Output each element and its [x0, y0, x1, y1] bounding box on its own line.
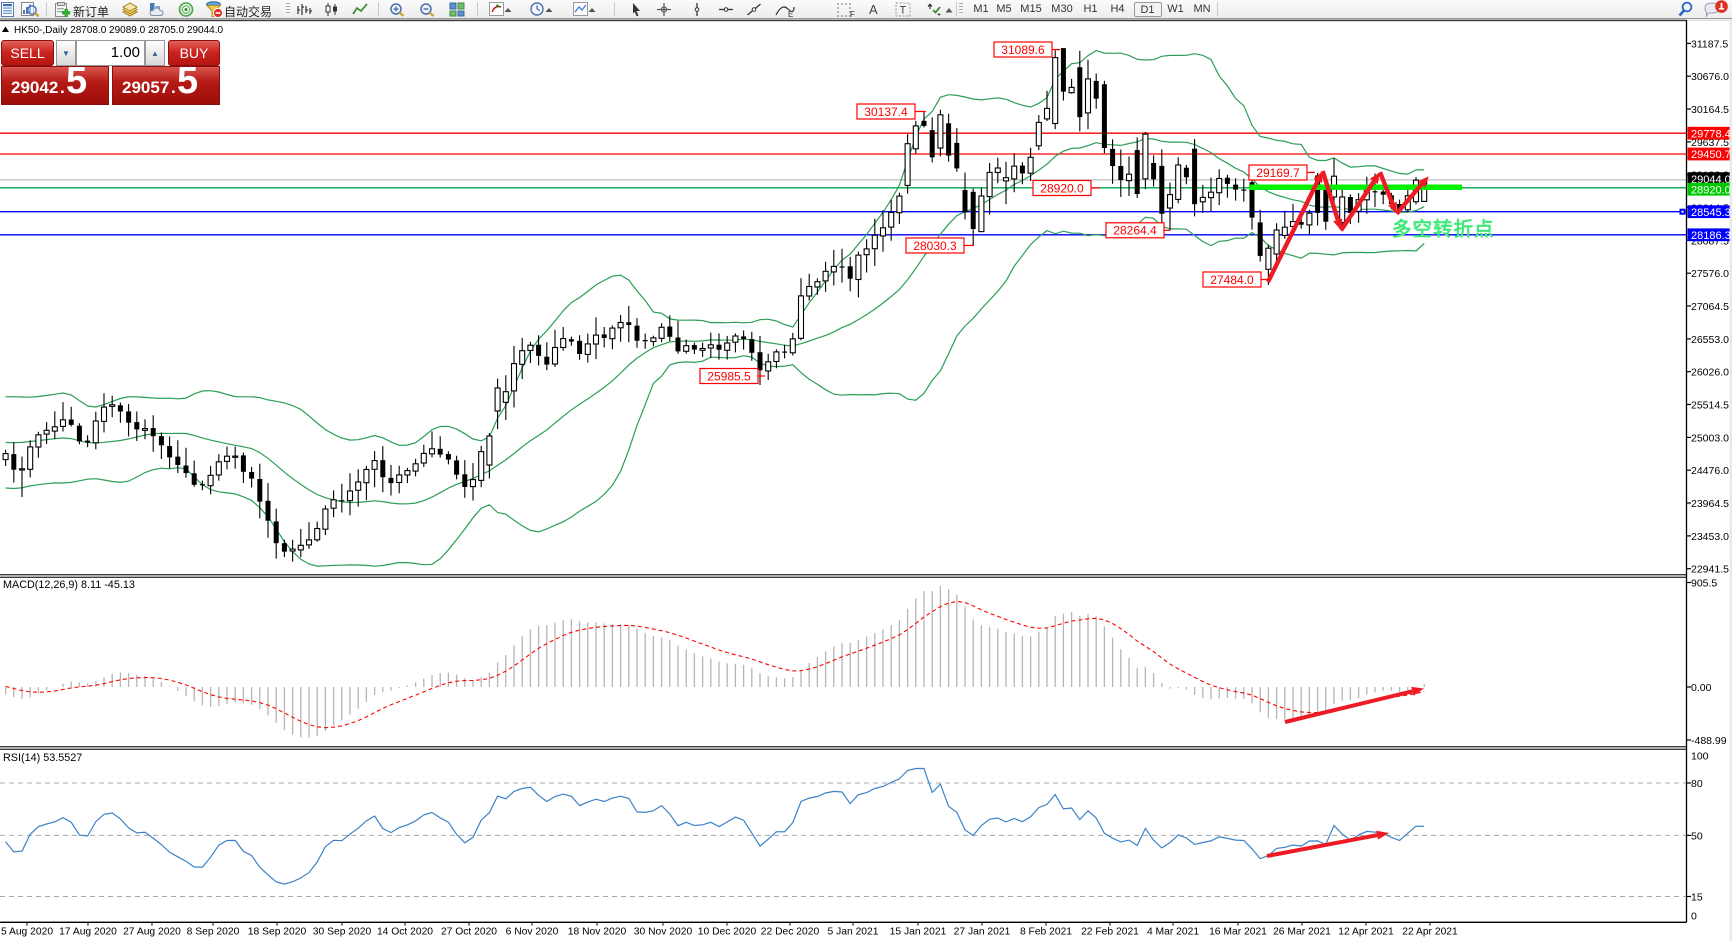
- svg-text:22 Feb 2021: 22 Feb 2021: [1081, 927, 1139, 938]
- svg-text:22941.5: 22941.5: [1691, 564, 1729, 576]
- svg-text:27576.0: 27576.0: [1691, 268, 1729, 280]
- svg-text:26 Mar 2021: 26 Mar 2021: [1273, 927, 1331, 938]
- svg-text:-488.99: -488.99: [1691, 735, 1727, 747]
- svg-text:F: F: [850, 10, 855, 18]
- svg-text:10 Dec 2020: 10 Dec 2020: [698, 927, 757, 938]
- svg-text:T: T: [900, 5, 907, 17]
- svg-text:E: E: [788, 10, 793, 18]
- svg-text:5 Jan 2021: 5 Jan 2021: [828, 927, 879, 938]
- svg-text:26553.0: 26553.0: [1691, 334, 1729, 346]
- svg-text:8 Sep 2020: 8 Sep 2020: [187, 927, 240, 938]
- svg-text:28264.4: 28264.4: [1113, 224, 1157, 238]
- svg-text:30164.5: 30164.5: [1691, 104, 1729, 116]
- svg-text:22 Apr 2021: 22 Apr 2021: [1402, 927, 1458, 938]
- svg-text:5 Aug 2020: 5 Aug 2020: [1, 927, 53, 938]
- svg-text:28920.0: 28920.0: [1691, 184, 1731, 196]
- svg-text:27064.5: 27064.5: [1691, 301, 1729, 313]
- svg-text:25003.0: 25003.0: [1691, 432, 1729, 444]
- svg-text:28545.3: 28545.3: [1691, 207, 1731, 219]
- svg-text:MACD(12,26,9) 8.11 -45.13: MACD(12,26,9) 8.11 -45.13: [3, 579, 135, 591]
- svg-text:100: 100: [1691, 751, 1709, 763]
- svg-text:25985.5: 25985.5: [707, 369, 751, 383]
- svg-text:27 Oct 2020: 27 Oct 2020: [441, 927, 497, 938]
- svg-text:4 Mar 2021: 4 Mar 2021: [1147, 927, 1199, 938]
- svg-text:23453.0: 23453.0: [1691, 531, 1729, 543]
- svg-text:多空转折点: 多空转折点: [1392, 218, 1495, 241]
- svg-text:50: 50: [1691, 830, 1703, 842]
- svg-text:17 Aug 2020: 17 Aug 2020: [59, 927, 117, 938]
- svg-text:16 Mar 2021: 16 Mar 2021: [1209, 927, 1267, 938]
- svg-text:22 Dec 2020: 22 Dec 2020: [761, 927, 820, 938]
- svg-text:27484.0: 27484.0: [1210, 273, 1254, 287]
- svg-text:30 Nov 2020: 30 Nov 2020: [634, 927, 693, 938]
- svg-text:30 Sep 2020: 30 Sep 2020: [313, 927, 372, 938]
- svg-text:26026.0: 26026.0: [1691, 367, 1729, 379]
- svg-text:27 Jan 2021: 27 Jan 2021: [954, 927, 1011, 938]
- svg-text:18 Nov 2020: 18 Nov 2020: [568, 927, 627, 938]
- svg-text:28920.0: 28920.0: [1040, 181, 1084, 195]
- svg-text:24476.0: 24476.0: [1691, 465, 1729, 477]
- svg-text:0.00: 0.00: [1691, 682, 1712, 694]
- svg-text:25514.5: 25514.5: [1691, 400, 1729, 412]
- svg-text:28186.3: 28186.3: [1691, 230, 1731, 242]
- svg-text:15: 15: [1691, 892, 1703, 904]
- svg-text:15 Jan 2021: 15 Jan 2021: [890, 927, 947, 938]
- svg-text:8 Feb 2021: 8 Feb 2021: [1020, 927, 1072, 938]
- svg-text:18 Sep 2020: 18 Sep 2020: [248, 927, 307, 938]
- svg-text:23964.5: 23964.5: [1691, 498, 1729, 510]
- svg-text:29778.4: 29778.4: [1691, 128, 1731, 140]
- svg-text:905.5: 905.5: [1691, 578, 1717, 590]
- svg-text:29169.7: 29169.7: [1256, 166, 1300, 180]
- svg-text:31187.5: 31187.5: [1691, 38, 1728, 50]
- svg-text:29637.5: 29637.5: [1691, 137, 1729, 149]
- svg-text:30137.4: 30137.4: [864, 105, 908, 119]
- svg-text:RSI(14) 53.5527: RSI(14) 53.5527: [3, 752, 82, 764]
- svg-text:HK50-,Daily 28708.0 29089.0 2: HK50-,Daily 28708.0 29089.0 28705.0 2904…: [14, 25, 223, 36]
- svg-text:12 Apr 2021: 12 Apr 2021: [1338, 927, 1394, 938]
- svg-text:0: 0: [1691, 911, 1697, 923]
- svg-text:31089.6: 31089.6: [1001, 43, 1045, 57]
- svg-text:80: 80: [1691, 778, 1703, 790]
- svg-text:30676.0: 30676.0: [1691, 71, 1729, 83]
- svg-text:28030.3: 28030.3: [913, 239, 957, 253]
- svg-text:27 Aug 2020: 27 Aug 2020: [123, 927, 181, 938]
- svg-text:6 Nov 2020: 6 Nov 2020: [506, 927, 559, 938]
- svg-text:14 Oct 2020: 14 Oct 2020: [377, 927, 433, 938]
- svg-text:29450.7: 29450.7: [1691, 149, 1731, 161]
